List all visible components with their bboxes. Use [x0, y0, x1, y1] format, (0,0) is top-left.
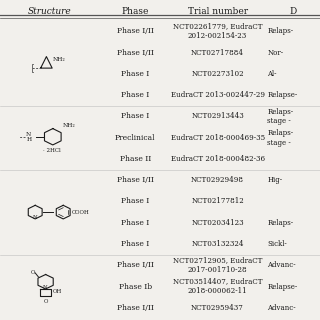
- Text: Phase I: Phase I: [121, 240, 149, 248]
- Text: Relapse-: Relapse-: [267, 283, 298, 291]
- Text: NH₂: NH₂: [53, 57, 66, 62]
- Text: Phase I/II: Phase I/II: [117, 261, 154, 269]
- Text: Phase Ib: Phase Ib: [119, 283, 152, 291]
- Text: NCT02717884: NCT02717884: [191, 49, 244, 57]
- Text: OH: OH: [53, 289, 62, 294]
- Text: COOH: COOH: [72, 210, 90, 215]
- Text: NCT02261779, EudraCT
2012-002154-23: NCT02261779, EudraCT 2012-002154-23: [173, 22, 262, 40]
- Text: Relaps-
stage -: Relaps- stage -: [267, 108, 293, 125]
- Text: Phase I: Phase I: [121, 70, 149, 78]
- Text: Phase: Phase: [122, 7, 149, 16]
- Text: Al-: Al-: [267, 70, 277, 78]
- Text: Relaps-
stage -: Relaps- stage -: [267, 129, 293, 147]
- Text: O: O: [44, 299, 48, 304]
- Text: Phase I/II: Phase I/II: [117, 176, 154, 184]
- Text: Advanc-: Advanc-: [267, 261, 296, 269]
- Text: Hig-: Hig-: [267, 176, 282, 184]
- Text: Advanc-: Advanc-: [267, 304, 296, 312]
- Text: Phase I: Phase I: [121, 219, 149, 227]
- Text: Phase I/II: Phase I/II: [117, 28, 154, 36]
- Text: NCT02959437: NCT02959437: [191, 304, 244, 312]
- Text: Nor-: Nor-: [267, 49, 283, 57]
- Text: Phase I/II: Phase I/II: [117, 49, 154, 57]
- Text: Structure: Structure: [28, 7, 71, 16]
- Text: NCT02712905, EudraCT
2017-001710-28: NCT02712905, EudraCT 2017-001710-28: [173, 256, 262, 274]
- Text: Preclinical: Preclinical: [115, 134, 156, 142]
- Text: NH₂: NH₂: [62, 123, 75, 128]
- Text: N: N: [33, 215, 37, 220]
- Text: Trial number: Trial number: [188, 7, 248, 16]
- Text: N
H: N H: [26, 132, 31, 142]
- Text: Relaps-: Relaps-: [267, 219, 293, 227]
- Text: N: N: [43, 284, 48, 290]
- Text: Relaps-: Relaps-: [267, 28, 293, 36]
- Text: NCT02929498: NCT02929498: [191, 176, 244, 184]
- Text: D: D: [289, 7, 296, 16]
- Text: Phase II: Phase II: [120, 155, 151, 163]
- Text: EudraCT 2018-000469-35: EudraCT 2018-000469-35: [171, 134, 265, 142]
- Text: NCT02177812: NCT02177812: [191, 197, 244, 205]
- Text: EudraCT 2018-000482-36: EudraCT 2018-000482-36: [171, 155, 265, 163]
- Text: NCT02913443: NCT02913443: [191, 112, 244, 120]
- Text: · 2HCl: · 2HCl: [43, 148, 61, 153]
- Text: Phase I: Phase I: [121, 91, 149, 99]
- Text: Sickl-: Sickl-: [267, 240, 287, 248]
- Text: O: O: [31, 270, 35, 276]
- Text: Phase I: Phase I: [121, 197, 149, 205]
- Text: EudraCT 2013-002447-29: EudraCT 2013-002447-29: [171, 91, 265, 99]
- Text: Phase I/II: Phase I/II: [117, 304, 154, 312]
- Text: Phase I: Phase I: [121, 112, 149, 120]
- Text: NCT02273102: NCT02273102: [191, 70, 244, 78]
- Text: NCT03514407, EudraCT
2018-000062-11: NCT03514407, EudraCT 2018-000062-11: [173, 278, 262, 295]
- Text: NCT02034123: NCT02034123: [191, 219, 244, 227]
- Text: Relapse-: Relapse-: [267, 91, 298, 99]
- Text: NCT03132324: NCT03132324: [191, 240, 244, 248]
